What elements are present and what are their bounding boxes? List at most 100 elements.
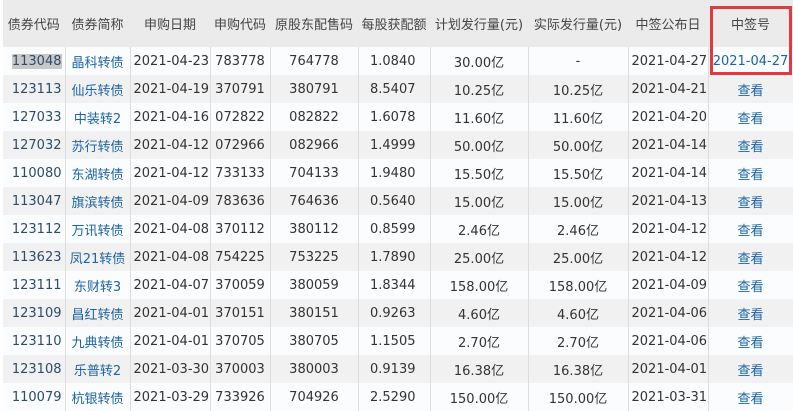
lottery-number-link[interactable]: 查看 <box>737 391 764 407</box>
shareholder-code-cell: 380059 <box>270 271 359 299</box>
bond-code-cell: 113048 <box>3 47 66 75</box>
lottery-number-link[interactable]: 查看 <box>737 223 764 239</box>
bond-name-link[interactable]: 杭银转债 <box>71 391 124 407</box>
shareholder-code-cell: 764636 <box>270 187 359 215</box>
header-lottery-number: 中签号 <box>708 0 793 47</box>
per-share-quota-cell: 0.5640 <box>358 187 431 215</box>
bond-code-cell: 110080 <box>3 159 66 187</box>
table-row: 113047 旗滨转债 2021-04-09 783636 764636 0.5640 15… <box>3 187 793 215</box>
bond-name-link[interactable]: 凤21转债 <box>69 251 126 267</box>
table-row: 127032 苏行转债 2021-04-12 072966 082966 1.4999 50… <box>3 131 793 159</box>
bond-code-cell: 123109 <box>3 299 66 327</box>
planned-issue-cell: 2.70亿 <box>430 327 529 355</box>
lottery-date-cell: 2021-04-06 <box>628 327 709 355</box>
bond-name-link[interactable]: 苏行转债 <box>71 139 124 155</box>
subscribe-code-cell: 370705 <box>210 327 271 355</box>
table-header: 债券代码 债券简称 申购日期 申购代码 原股东配售码 每股获配额 计划发行量(元) 实际发行量… <box>3 0 793 47</box>
lottery-number-link[interactable]: 查看 <box>737 363 764 379</box>
bond-code-cell: 113047 <box>3 187 66 215</box>
lottery-number-link[interactable]: 查看 <box>737 167 764 183</box>
subscribe-code-cell: 783636 <box>210 187 271 215</box>
bond-name-link[interactable]: 万讯转债 <box>71 223 124 239</box>
header-subscribe-code: 申购代码 <box>210 0 271 47</box>
subscribe-date-cell: 2021-04-16 <box>130 103 211 131</box>
lottery-number-link[interactable]: 查看 <box>737 251 764 267</box>
header-shareholder-code: 原股东配售码 <box>270 0 359 47</box>
bond-code-cell: 127033 <box>3 103 66 131</box>
lottery-number-cell: 查看 <box>708 355 793 383</box>
per-share-quota-cell: 0.9139 <box>358 355 431 383</box>
lottery-number-cell: 查看 <box>708 215 793 243</box>
bond-name-cell: 杭银转债 <box>65 383 131 411</box>
lottery-date-cell: 2021-04-01 <box>628 355 709 383</box>
actual-issue-cell: 2.70亿 <box>528 327 629 355</box>
planned-issue-cell: 10.25亿 <box>430 75 529 103</box>
shareholder-code-cell: 380705 <box>270 327 359 355</box>
subscribe-code-cell: 072822 <box>210 103 271 131</box>
actual-issue-cell: 15.00亿 <box>528 187 629 215</box>
bond-name-link[interactable]: 乐普转2 <box>73 363 122 379</box>
subscribe-date-cell: 2021-04-23 <box>130 47 211 75</box>
actual-issue-cell: 15.50亿 <box>528 159 629 187</box>
table-row: 123113 仙乐转债 2021-04-19 370791 380791 8.5407 10… <box>3 75 793 103</box>
lottery-number-link[interactable]: 查看 <box>737 83 764 99</box>
header-actual-issue: 实际发行量(元) <box>528 0 629 47</box>
subscribe-code-cell: 370791 <box>210 75 271 103</box>
lottery-number-cell: 查看 <box>708 75 793 103</box>
bond-name-link[interactable]: 仙乐转债 <box>71 83 124 99</box>
subscribe-date-cell: 2021-04-08 <box>130 215 211 243</box>
lottery-number-link[interactable]: 2021-04-27 <box>712 53 789 69</box>
lottery-number-link[interactable]: 查看 <box>737 279 764 295</box>
bond-name-cell: 东湖转债 <box>65 159 131 187</box>
lottery-date-cell: 2021-03-31 <box>628 383 709 411</box>
subscribe-code-cell: 370151 <box>210 299 271 327</box>
lottery-number-link[interactable]: 查看 <box>737 335 764 351</box>
bond-name-cell: 凤21转债 <box>65 243 131 271</box>
bond-name-link[interactable]: 九典转债 <box>71 335 124 351</box>
lottery-number-cell: 查看 <box>708 299 793 327</box>
actual-issue-cell: 16.38亿 <box>528 355 629 383</box>
bond-code: 123112 <box>11 221 62 237</box>
subscribe-code-cell: 733133 <box>210 159 271 187</box>
planned-issue-cell: 30.00亿 <box>430 47 529 75</box>
table-row: 113048 晶科转债 2021-04-23 783778 764778 1.0840 30… <box>3 47 793 75</box>
lottery-number-link[interactable]: 查看 <box>737 111 764 127</box>
bond-name-cell: 中装转2 <box>65 103 131 131</box>
shareholder-code-cell: 753225 <box>270 243 359 271</box>
bond-name-link[interactable]: 东财转3 <box>73 279 122 295</box>
subscribe-code-cell: 783778 <box>210 47 271 75</box>
shareholder-code-cell: 704133 <box>270 159 359 187</box>
bond-name-link[interactable]: 中装转2 <box>73 111 122 127</box>
lottery-number-link[interactable]: 查看 <box>737 195 764 211</box>
bond-name-link[interactable]: 旗滨转债 <box>71 195 124 211</box>
bond-name-link[interactable]: 晶科转债 <box>71 55 124 71</box>
bond-name-link[interactable]: 昌红转债 <box>71 307 124 323</box>
subscribe-date-cell: 2021-04-09 <box>130 187 211 215</box>
bond-code: 113048 <box>11 53 62 69</box>
subscribe-code-cell: 754225 <box>210 243 271 271</box>
table-row: 110080 东湖转债 2021-04-12 733133 704133 1.9480 15… <box>3 159 793 187</box>
per-share-quota-cell: 0.9263 <box>358 299 431 327</box>
subscribe-date-cell: 2021-04-01 <box>130 299 211 327</box>
lottery-number-cell: 查看 <box>708 131 793 159</box>
table-row: 123109 昌红转债 2021-04-01 370151 380151 0.9263 4.… <box>3 299 793 327</box>
bond-code: 123113 <box>11 81 62 97</box>
lottery-number-cell: 查看 <box>708 271 793 299</box>
actual-issue-cell: 158.00亿 <box>528 271 629 299</box>
shareholder-code-cell: 380112 <box>270 215 359 243</box>
bond-code: 127033 <box>11 109 62 125</box>
bond-code: 110080 <box>11 165 62 181</box>
actual-issue-cell: 11.60亿 <box>528 103 629 131</box>
actual-issue-cell: 4.60亿 <box>528 299 629 327</box>
bond-name-link[interactable]: 东湖转债 <box>71 167 124 183</box>
planned-issue-cell: 16.38亿 <box>430 355 529 383</box>
lottery-number-cell: 2021-04-27 <box>708 47 793 75</box>
lottery-number-link[interactable]: 查看 <box>737 139 764 155</box>
planned-issue-cell: 11.60亿 <box>430 103 529 131</box>
bond-name-cell: 乐普转2 <box>65 355 131 383</box>
lottery-number-link[interactable]: 查看 <box>737 307 764 323</box>
lottery-date-cell: 2021-04-12 <box>628 243 709 271</box>
shareholder-code-cell: 082822 <box>270 103 359 131</box>
subscribe-date-cell: 2021-04-12 <box>130 159 211 187</box>
subscribe-date-cell: 2021-04-19 <box>130 75 211 103</box>
